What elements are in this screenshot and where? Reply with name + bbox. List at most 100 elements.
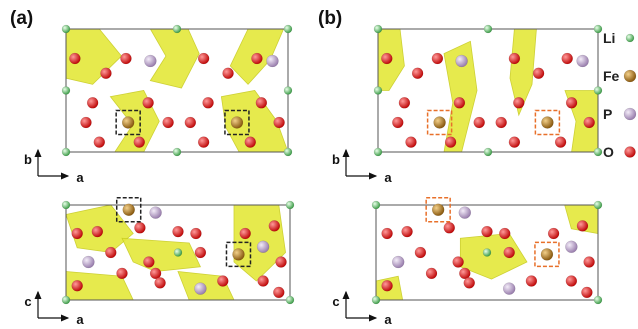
atom [594, 87, 602, 95]
atom [80, 117, 91, 128]
atom [194, 283, 206, 295]
atom [174, 249, 182, 257]
atom [276, 257, 287, 268]
atom [464, 277, 475, 288]
atom [453, 257, 464, 268]
atom [94, 137, 105, 148]
atom [173, 226, 184, 237]
atom [484, 148, 492, 156]
atom [269, 220, 280, 231]
atom [541, 248, 553, 260]
atom [257, 241, 269, 253]
atom [454, 97, 465, 108]
atom [62, 148, 70, 156]
atom [123, 204, 135, 216]
atom [474, 117, 485, 128]
atom [392, 117, 403, 128]
atom [456, 55, 468, 67]
panel-label: (b) [318, 8, 342, 29]
atom [72, 228, 83, 239]
atom [445, 137, 456, 148]
atom [577, 55, 589, 67]
atom [509, 53, 520, 64]
axis-label: b [332, 152, 340, 167]
legend-label: O [603, 144, 614, 160]
atom [577, 220, 588, 231]
atom [562, 53, 573, 64]
atom [245, 137, 256, 148]
atom [72, 280, 83, 291]
atom [509, 137, 520, 148]
atom [258, 276, 269, 287]
atom [143, 97, 154, 108]
atom [120, 53, 131, 64]
atom [594, 296, 602, 304]
axis-label: c [24, 294, 31, 309]
atom [412, 68, 423, 79]
atom [415, 247, 426, 258]
panel-label: (a) [10, 8, 33, 29]
atom [499, 228, 510, 239]
atom [284, 148, 292, 156]
atom [232, 248, 244, 260]
atom [594, 201, 602, 209]
atom [62, 201, 70, 209]
atom [190, 228, 201, 239]
legend-label: Fe [603, 68, 620, 84]
atom [374, 87, 382, 95]
atom [231, 116, 243, 128]
atom [203, 97, 214, 108]
legend-label: Li [603, 30, 615, 46]
atom [584, 117, 595, 128]
atom [284, 87, 292, 95]
atom [584, 257, 595, 268]
atom [372, 296, 380, 304]
atom [625, 147, 636, 158]
atom [432, 204, 444, 216]
atom [402, 226, 413, 237]
atom [251, 53, 262, 64]
atom [198, 137, 209, 148]
atom [482, 226, 493, 237]
atom [504, 247, 515, 258]
atom [122, 116, 134, 128]
atom [117, 268, 128, 279]
atom [432, 53, 443, 64]
atom [134, 222, 145, 233]
axis-label: c [332, 294, 339, 309]
atom [434, 116, 446, 128]
atom [526, 276, 537, 287]
atom [374, 148, 382, 156]
atom [144, 55, 156, 67]
atom [565, 241, 577, 253]
atom [286, 296, 294, 304]
atom [266, 55, 278, 67]
axis-label: a [384, 170, 392, 185]
atom [406, 137, 417, 148]
atom [62, 296, 70, 304]
atom [496, 117, 507, 128]
atom [483, 249, 491, 257]
atom [624, 70, 636, 82]
legend-label: P [603, 106, 612, 122]
atom [566, 276, 577, 287]
atom [82, 256, 94, 268]
atom [100, 68, 111, 79]
atom [62, 25, 70, 33]
atom [286, 201, 294, 209]
atom [581, 287, 592, 298]
atom [105, 247, 116, 258]
atom [173, 25, 181, 33]
atom [513, 97, 524, 108]
atom [624, 108, 636, 120]
atom [173, 148, 181, 156]
atom [87, 97, 98, 108]
atom [62, 87, 70, 95]
atom [484, 25, 492, 33]
atom [541, 116, 553, 128]
atom [92, 226, 103, 237]
isosurface [122, 238, 200, 271]
atom [185, 117, 196, 128]
atom [533, 68, 544, 79]
atom [240, 228, 251, 239]
